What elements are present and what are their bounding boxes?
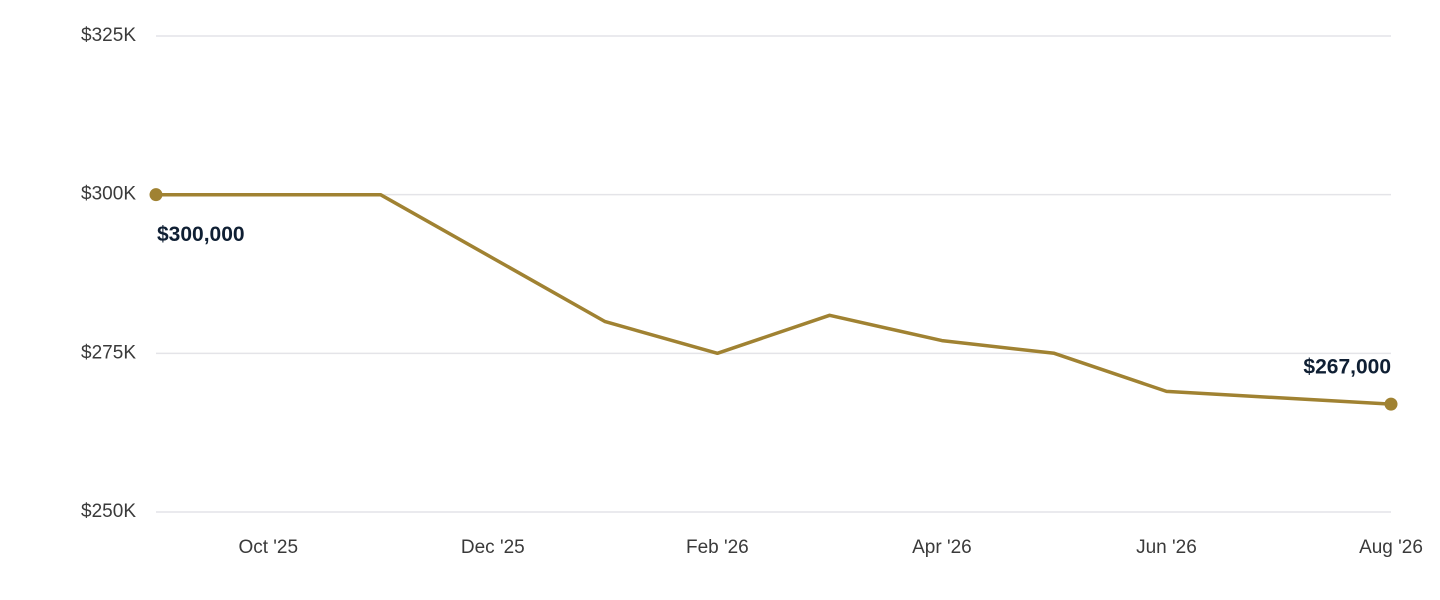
point xyxy=(149,188,163,202)
y-tick-label: $300K xyxy=(81,184,136,205)
x-tick-label: Feb '26 xyxy=(686,537,749,558)
value-label: $267,000 xyxy=(1303,356,1391,379)
x-tick-label: Apr '26 xyxy=(912,537,972,558)
y-tick-label: $250K xyxy=(81,501,136,522)
y-tick-label: $275K xyxy=(81,342,136,363)
x-tick-label: Jun '26 xyxy=(1136,537,1197,558)
x-tick-label: Oct '25 xyxy=(238,537,298,558)
x-tick-label: Aug '26 xyxy=(1359,537,1423,558)
y-tick-label: $325K xyxy=(81,25,136,46)
point xyxy=(1384,397,1398,411)
x-tick-label: Dec '25 xyxy=(461,537,525,558)
line xyxy=(156,192,1392,406)
value-label: $300,000 xyxy=(157,223,245,246)
